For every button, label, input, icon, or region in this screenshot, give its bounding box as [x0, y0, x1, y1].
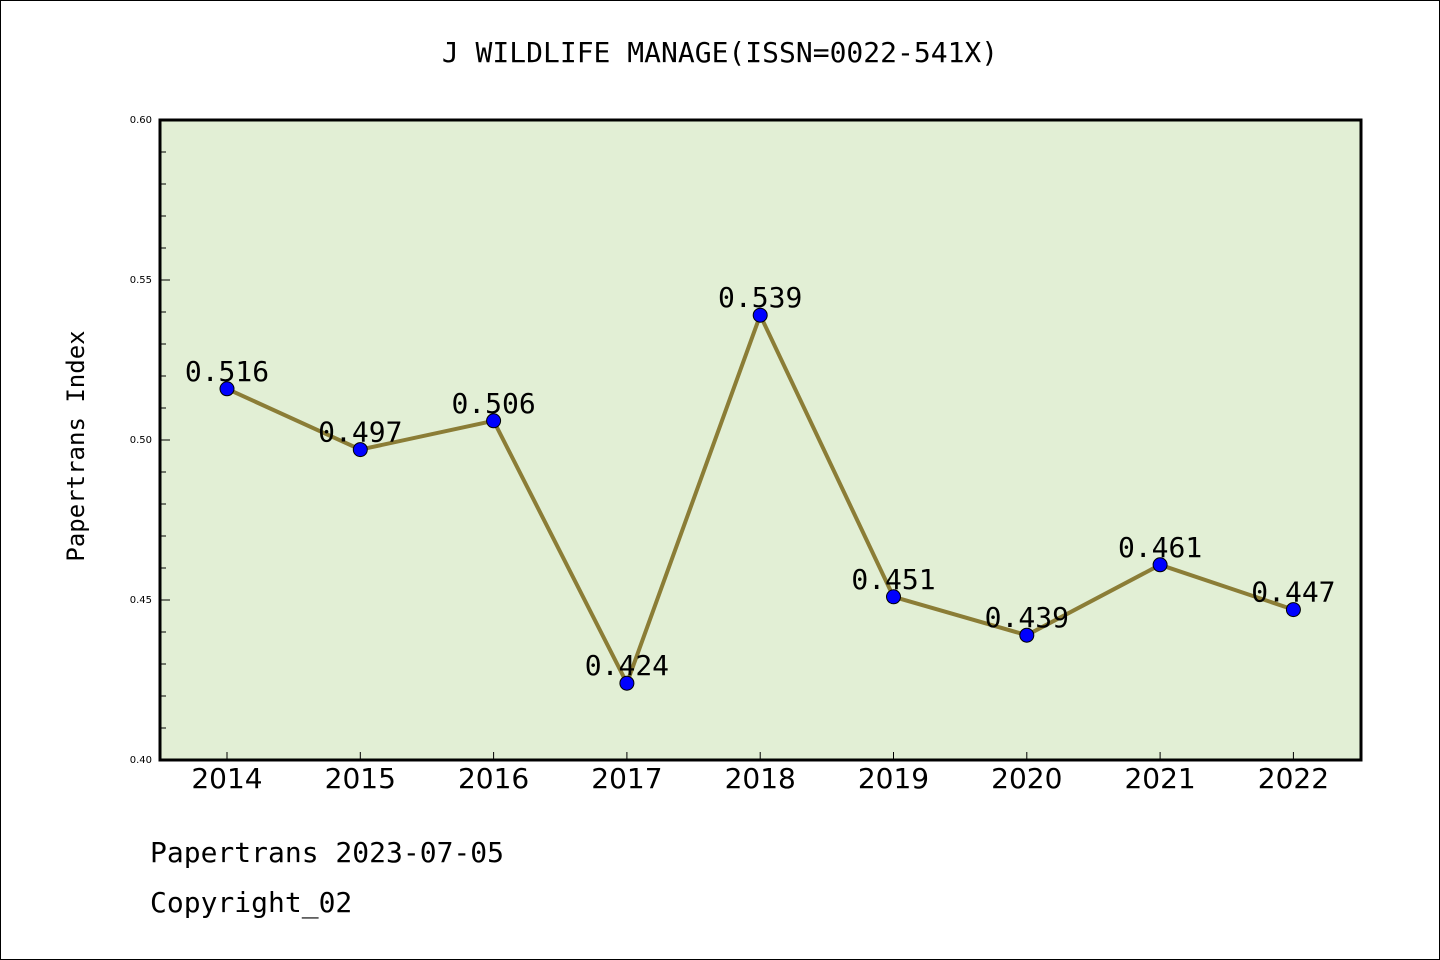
y-tick-label: 0.45	[130, 595, 152, 606]
series-layer	[219, 307, 1301, 691]
data-point	[752, 307, 768, 323]
y-tick-label: 0.40	[130, 755, 152, 766]
chart-title: J WILDLIFE MANAGE(ISSN=0022-541X)	[441, 36, 999, 69]
y-tick-label: 0.55	[130, 275, 152, 286]
x-tick-label: 2016	[458, 762, 529, 795]
data-label: 0.447	[1251, 576, 1335, 609]
x-tick-label: 2017	[591, 762, 662, 795]
data-label: 0.516	[185, 355, 269, 388]
data-point	[1285, 602, 1301, 618]
data-point	[486, 413, 502, 429]
data-label: 0.497	[318, 416, 402, 449]
footer-copyright: Copyright_02	[150, 886, 353, 919]
y-tick-label: 0.50	[130, 435, 152, 446]
x-tick-label: 2022	[1258, 762, 1329, 795]
y-axis-label: Papertrans Index	[62, 330, 90, 561]
axis-layer: 0.40 0.45 0.50 0.55 0.60 2014 2015 2016 2017 2018…	[130, 115, 1329, 795]
x-tick-label: 2015	[325, 762, 396, 795]
data-point	[619, 675, 635, 691]
data-point	[1152, 557, 1168, 573]
x-tick-label: 2019	[858, 762, 929, 795]
data-label-layer: 0.516 0.497 0.506 0.424 0.539 0.451 0.439 0.461…	[185, 281, 1336, 682]
x-tick-label: 2021	[1124, 762, 1195, 795]
x-tick-label: 2014	[191, 762, 262, 795]
x-tick-label: 2018	[725, 762, 796, 795]
plot-area	[158, 118, 1363, 762]
footer-date: Papertrans 2023-07-05	[150, 836, 505, 869]
data-label: 0.439	[985, 601, 1069, 634]
data-point	[219, 381, 235, 397]
data-label: 0.461	[1118, 531, 1202, 564]
x-tick-label: 2020	[991, 762, 1062, 795]
y-tick-label: 0.60	[130, 115, 152, 126]
data-label: 0.539	[718, 281, 802, 314]
data-label: 0.451	[851, 563, 935, 596]
data-label: 0.424	[585, 649, 669, 682]
data-point	[886, 589, 901, 605]
data-label: 0.506	[451, 387, 535, 420]
data-point	[352, 442, 368, 458]
data-point	[1019, 627, 1035, 643]
